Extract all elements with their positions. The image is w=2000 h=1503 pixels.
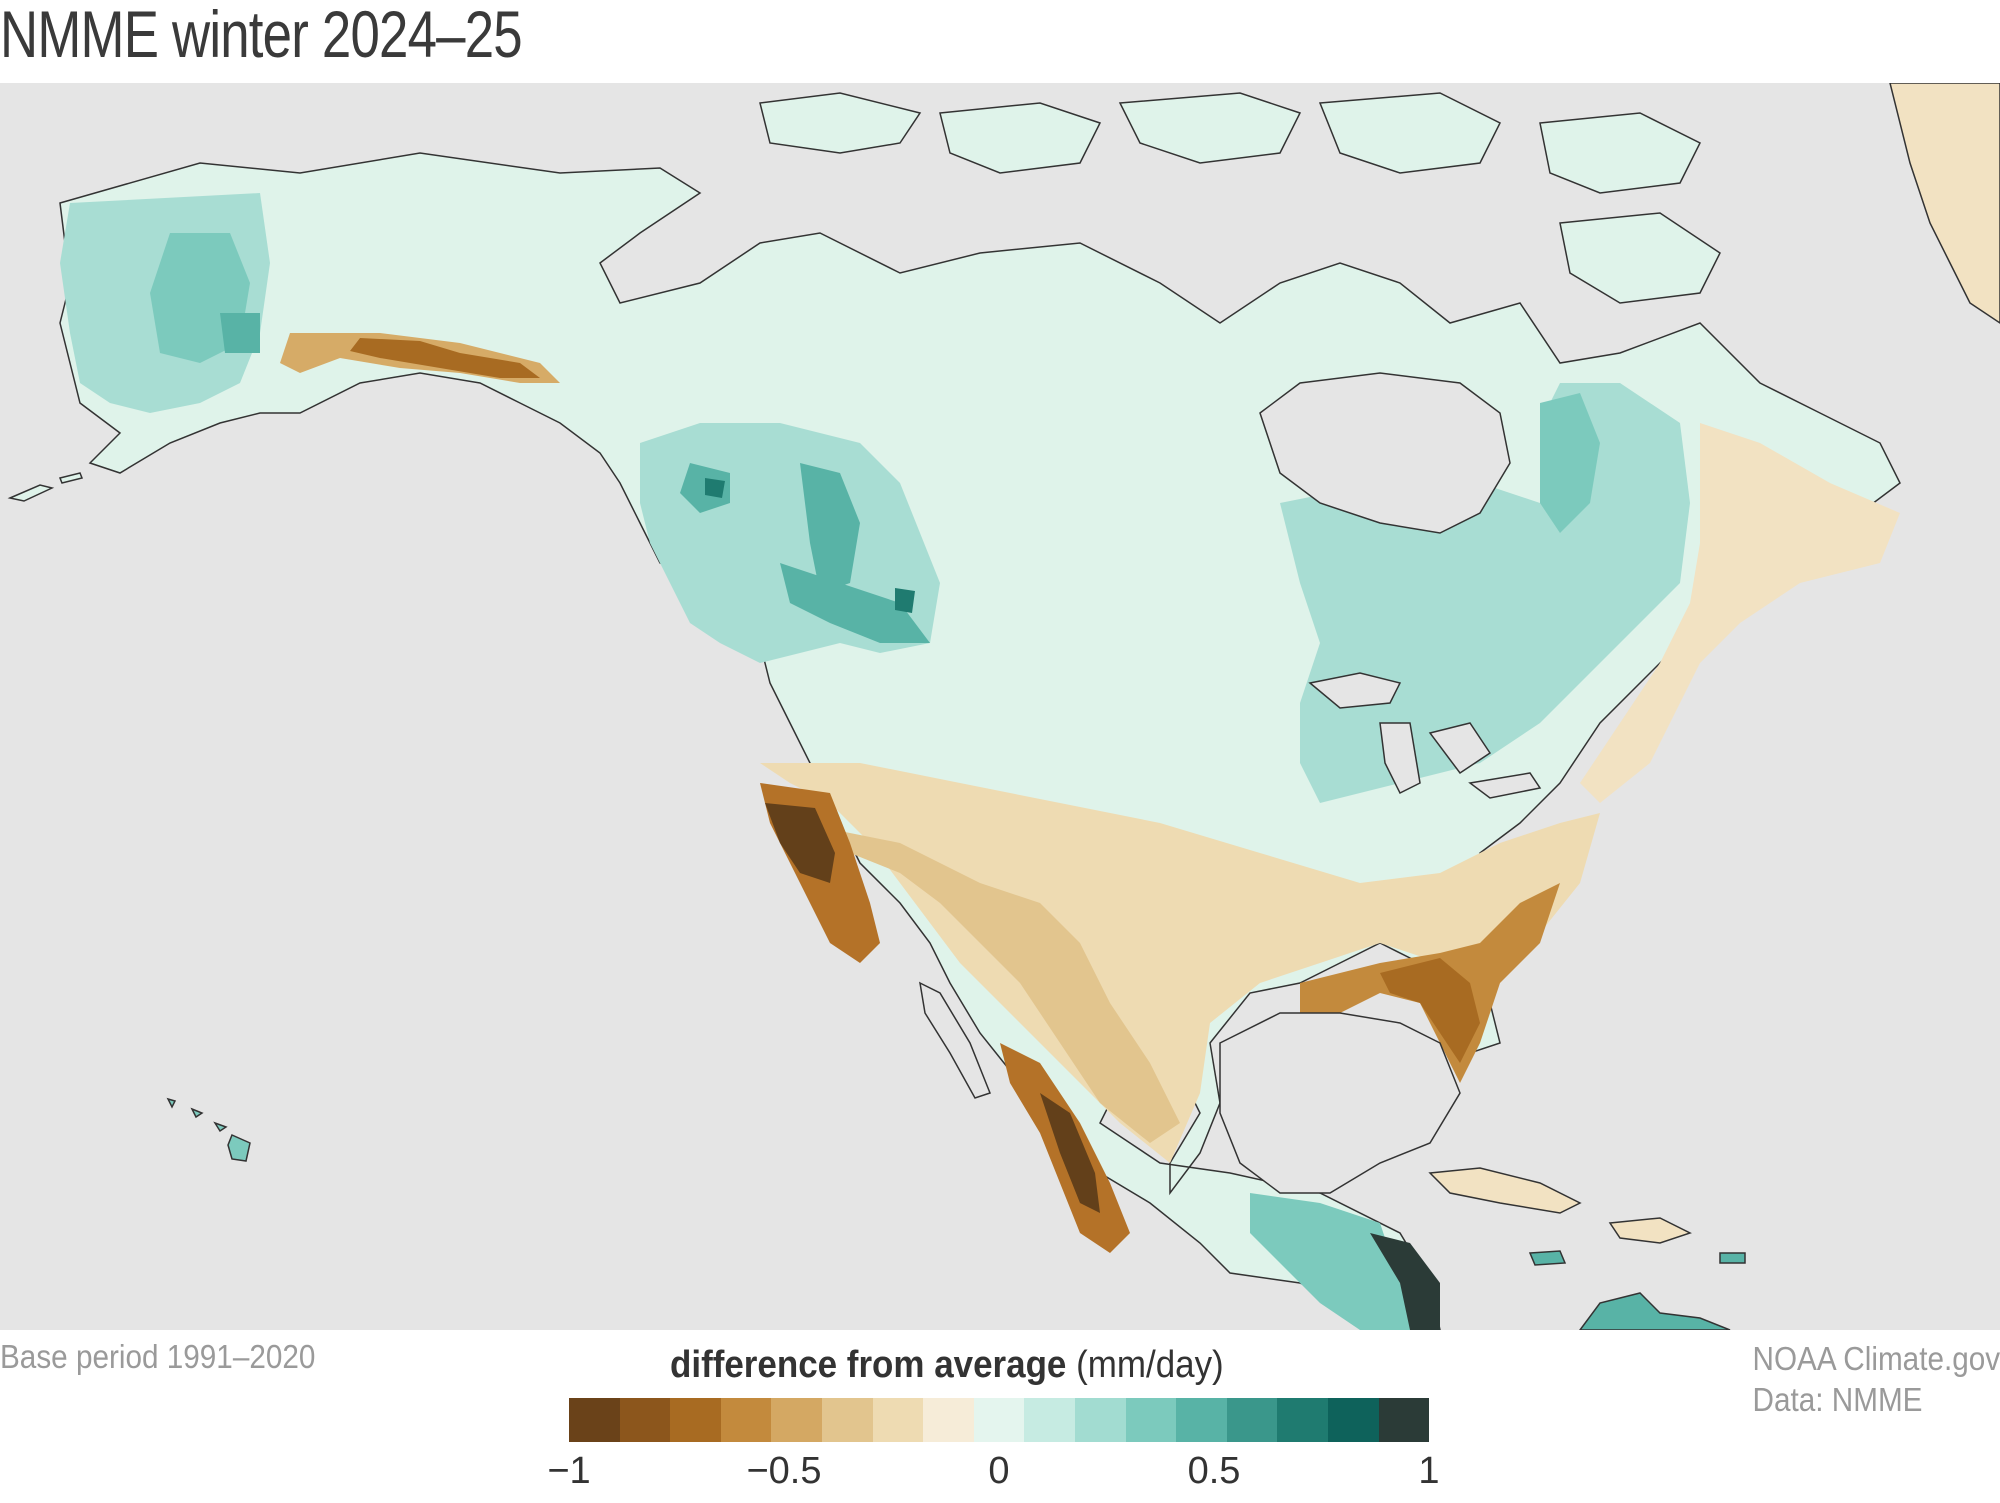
legend-swatch	[1024, 1398, 1075, 1442]
legend-color-bar	[569, 1398, 1430, 1442]
legend-tick-label: 1	[1418, 1450, 1440, 1492]
central-america-wet-peak	[1370, 1233, 1440, 1330]
precipitation-map	[0, 83, 2000, 1330]
credit: NOAA Climate.gov Data: NMME	[1752, 1338, 2000, 1420]
legend-swatch	[1125, 1398, 1177, 1442]
legend-swatch	[923, 1398, 974, 1442]
map-title: NMME winter 2024–25	[0, 0, 523, 71]
mexico-west-dry-peak	[1040, 1093, 1100, 1213]
southwest-us-dry	[760, 763, 1600, 1163]
arctic-islands	[759, 92, 1721, 304]
legend-swatch	[1378, 1398, 1430, 1442]
legend-swatch	[973, 1398, 1025, 1442]
legend-tick-label: −1	[547, 1450, 591, 1492]
legend-swatch	[1176, 1398, 1227, 1442]
legend-title-unit: (mm/day)	[1066, 1344, 1224, 1386]
caribbean-islands-wet	[1528, 1250, 1746, 1266]
legend-swatch	[1074, 1398, 1126, 1442]
central-america-wet	[1250, 1193, 1420, 1330]
gulf-of-california	[919, 981, 991, 1099]
southeast-us-dry-core	[1380, 958, 1480, 1063]
greenland	[1889, 83, 2000, 324]
north-america-map	[7, 83, 2000, 1330]
pacific-northwest-wet-core	[680, 463, 930, 643]
legend-swatch	[872, 1398, 924, 1442]
hudson-bay	[1259, 372, 1511, 534]
legend-swatch	[1226, 1398, 1278, 1442]
southwest-us-dry-mid	[800, 823, 1180, 1143]
quebec-wet-core	[1540, 393, 1600, 533]
great-lakes	[1308, 672, 1542, 799]
legend-swatch	[821, 1398, 873, 1442]
gulf-of-mexico	[1219, 1012, 1461, 1194]
legend-title: difference from average (mm/day)	[670, 1344, 1224, 1387]
legend-tick-label: 0	[988, 1450, 1010, 1492]
legend-swatch	[720, 1398, 772, 1442]
legend-swatch	[1277, 1398, 1328, 1442]
legend-tick-label: 0.5	[1187, 1450, 1241, 1492]
south-america-edge	[1579, 1292, 1731, 1330]
credit-data: Data: NMME	[1752, 1381, 1923, 1418]
alaska-coast-dry-core	[350, 338, 540, 378]
legend-swatch	[771, 1398, 822, 1442]
base-period-note: Base period 1991–2020	[0, 1338, 316, 1375]
aleutian-islands	[7, 472, 84, 502]
legend-title-bold: difference from average	[670, 1344, 1067, 1386]
alaska-wet-peak	[220, 313, 260, 353]
legend-swatch	[569, 1398, 620, 1442]
california-dry-peak	[765, 803, 835, 883]
credit-source: NOAA Climate.gov	[1752, 1340, 2000, 1377]
atlantic-canada-dry	[1580, 423, 1900, 803]
legend-swatch	[619, 1398, 671, 1442]
legend-swatch	[1327, 1398, 1379, 1442]
caribbean-islands	[1428, 1167, 1692, 1244]
legend-tick-label: −0.5	[746, 1450, 822, 1492]
legend-swatch	[670, 1398, 721, 1442]
hawaii	[166, 1097, 251, 1162]
